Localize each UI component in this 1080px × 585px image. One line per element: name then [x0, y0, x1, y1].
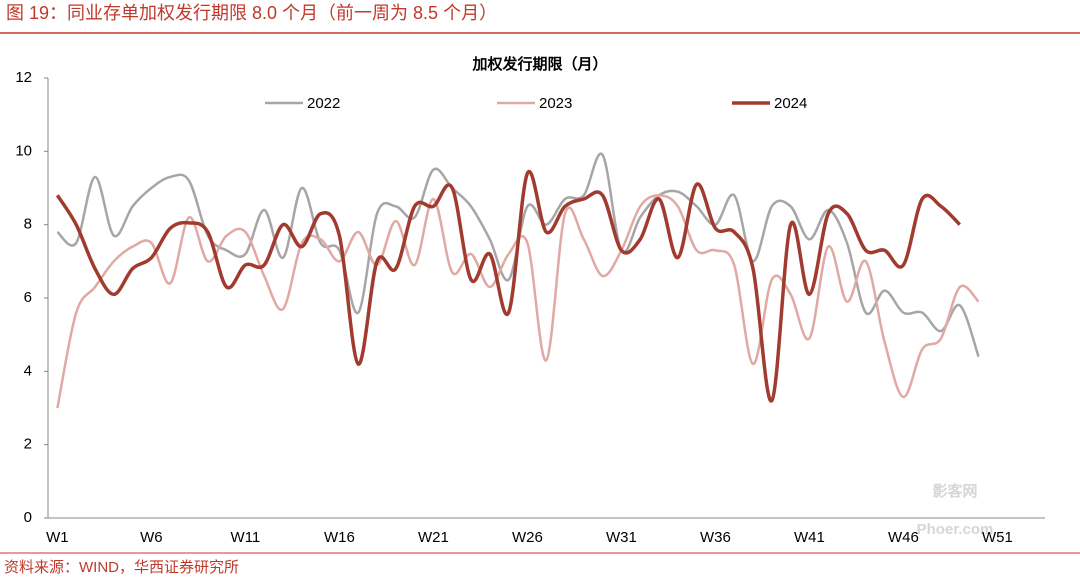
source-note: 资料来源：WIND，华西证券研究所 [4, 559, 239, 576]
x-tick-label: W16 [324, 529, 355, 546]
y-tick-label: 8 [24, 216, 32, 233]
x-tick-label: W11 [231, 529, 261, 546]
figure-header: 图 19：同业存单加权发行期限 8.0 个月（前一周为 8.5 个月） [6, 3, 497, 23]
series-line [55, 169, 962, 403]
series-line [56, 194, 980, 409]
x-tick-label: W36 [700, 529, 731, 546]
x-tick-label: W46 [888, 529, 919, 546]
watermark: 影客网 [932, 482, 977, 500]
x-tick-label: W21 [418, 529, 449, 546]
x-tick-label: W1 [46, 529, 69, 546]
y-tick-label: 12 [15, 69, 32, 86]
x-tick-label: W41 [794, 529, 825, 546]
chart-title: 加权发行期限（月） [471, 55, 607, 73]
y-tick-label: 6 [24, 289, 32, 306]
x-tick-label: W51 [982, 529, 1013, 546]
legend-label: 2023 [539, 95, 572, 112]
legend-label: 2022 [307, 95, 340, 112]
legend-label: 2024 [774, 95, 807, 112]
x-tick-label: W26 [512, 529, 543, 546]
x-tick-label: W31 [606, 529, 637, 546]
y-tick-label: 4 [24, 362, 32, 379]
x-tick-label: W6 [140, 529, 163, 546]
y-tick-label: 0 [24, 509, 32, 526]
y-tick-label: 10 [15, 142, 32, 159]
y-tick-label: 2 [24, 436, 32, 453]
watermark: Phoer.com [917, 521, 994, 538]
